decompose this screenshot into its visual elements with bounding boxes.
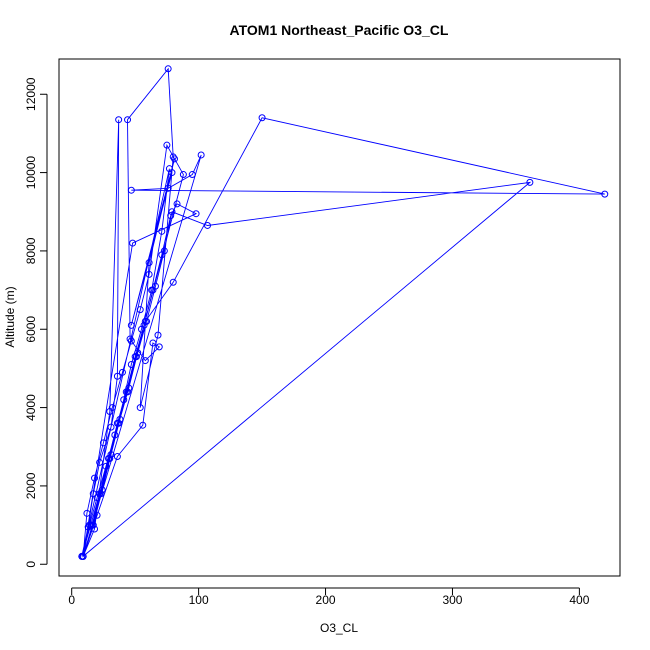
y-tick-label: 0 [24,561,38,568]
series-line [81,67,605,558]
data-point [204,221,211,229]
data-point [197,151,205,159]
x-tick-label: 200 [316,593,336,607]
data-point [113,372,121,380]
data-point [141,317,149,325]
data-point [136,404,144,412]
series-layer [78,65,609,560]
data-point [79,552,87,560]
data-point [118,368,126,376]
data-point [258,114,266,122]
data-point [106,455,114,462]
data-point [179,171,187,179]
chart-title: ATOM1 Northeast_Pacific O3_CL [230,22,449,38]
data-point [601,190,609,198]
data-point [136,306,144,314]
data-point [120,396,128,404]
data-point [124,388,132,396]
data-point [132,353,140,361]
data-point [107,451,115,459]
data-point [125,384,133,392]
data-point [99,439,107,447]
y-tick-label: 2000 [24,472,38,499]
y-tick-label: 4000 [24,394,38,421]
data-point [526,178,534,186]
data-point [168,208,176,216]
data-point [151,282,159,290]
data-point [169,278,177,286]
data-point [173,200,181,208]
data-point [111,431,119,439]
data-point [98,486,106,494]
y-axis: 0 2000 4000 6000 8000 10000 12000 [24,77,48,568]
data-point [129,239,137,247]
data-point [145,259,153,267]
data-point [145,270,153,278]
data-point [154,331,162,339]
data-point [113,453,121,461]
data-point [127,337,135,345]
y-tick-label: 8000 [24,237,38,264]
data-point [124,116,132,124]
data-point [91,474,99,482]
data-point [127,186,135,194]
data-point [158,227,166,235]
data-point [169,153,177,161]
y-tick-label: 10000 [24,156,38,190]
data-point [97,490,105,498]
data-point [168,169,176,177]
data-point [107,423,115,431]
data-point [126,335,134,343]
x-tick-label: 0 [68,593,75,607]
data-point [164,65,172,73]
data-point [163,141,171,149]
data-point [115,419,123,427]
data-point [127,361,135,368]
data-point [93,511,101,519]
data-point [164,184,172,192]
plot-frame [58,58,621,577]
y-tick-label: 6000 [24,316,38,343]
y-tick-label: 12000 [24,77,38,111]
data-point [102,462,110,470]
x-axis: 0 100 200 300 400 [68,587,590,607]
data-point [160,247,168,255]
data-point [149,339,157,347]
x-tick-label: 100 [189,593,209,607]
data-point [134,349,142,357]
data-point [139,421,147,429]
data-point [192,210,200,218]
y-axis-label: Altitude (m) [3,286,17,347]
data-point [115,116,123,124]
data-point [167,212,175,220]
x-tick-label: 300 [442,593,462,607]
data-point [108,404,116,412]
x-tick-label: 400 [569,593,589,607]
data-point [188,171,196,179]
data-point [88,521,96,529]
data-point [141,357,149,365]
data-point [127,321,135,329]
data-point [171,155,178,163]
x-axis-label: O3_CL [320,621,358,635]
data-point [116,415,124,423]
data-point [83,509,91,517]
data-point [96,458,104,466]
data-point [155,343,163,351]
